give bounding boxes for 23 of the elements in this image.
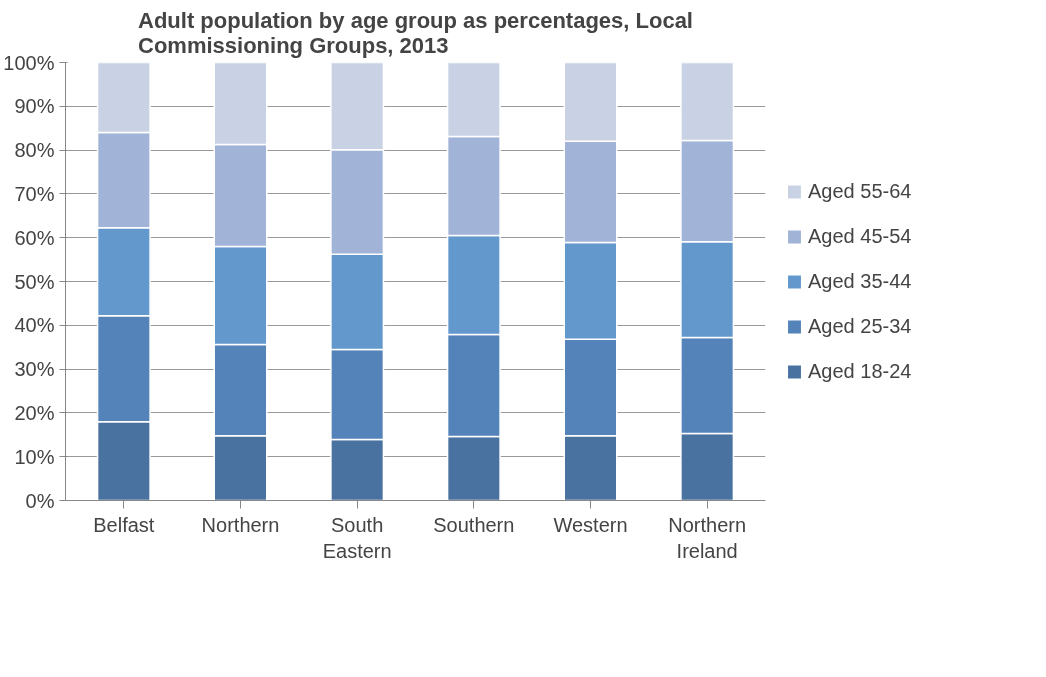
x-tick-label: South Eastern	[322, 513, 392, 562]
y-tick-label: 10%	[14, 445, 55, 468]
y-tick-label: 80%	[14, 139, 55, 162]
legend-label: Aged 55-64	[808, 179, 912, 203]
y-tick-label: 20%	[14, 401, 55, 424]
x-tick-label: Belfast	[93, 513, 155, 536]
y-tick-label: 70%	[14, 182, 55, 205]
chart-title: Adult population by age group as percentages, Local Commissioning Groups, 2013	[138, 7, 693, 58]
x-tick-label: Western	[553, 513, 628, 536]
y-tick-label: 50%	[14, 270, 55, 293]
legend-label: Aged 18-24	[808, 359, 912, 383]
y-tick-label: 60%	[14, 226, 55, 249]
x-tick-label: Southern	[433, 513, 515, 536]
x-tick-label: Northern Ireland	[668, 513, 747, 562]
legend-label: Aged 35-44	[808, 269, 912, 293]
y-tick-label: 90%	[14, 95, 55, 118]
legend-label: Aged 45-54	[808, 224, 912, 248]
y-tick-label: 0%	[25, 489, 55, 512]
x-tick-label: Northern	[201, 513, 280, 536]
y-tick-label: 40%	[14, 314, 55, 337]
y-tick-label: 100%	[3, 51, 55, 74]
legend-label: Aged 25-34	[808, 314, 912, 338]
y-tick-label: 30%	[14, 358, 55, 381]
